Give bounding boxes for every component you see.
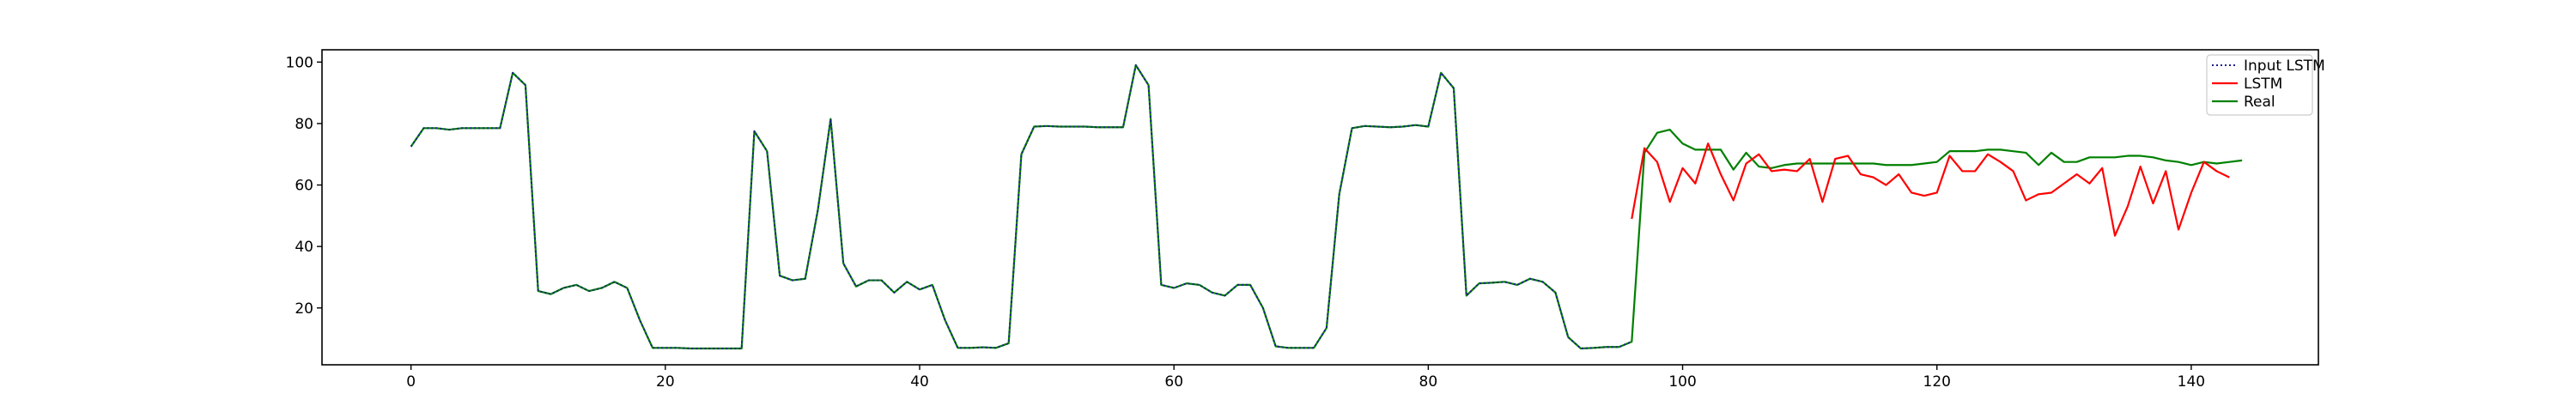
legend-box xyxy=(2206,54,2313,116)
legend-label-input-lstm: Input LSTM xyxy=(2244,58,2325,75)
y-axis: 20 40 60 80 100 xyxy=(286,54,322,318)
x-tick-label: 40 xyxy=(910,373,929,391)
series-line-lstm xyxy=(1631,142,2230,237)
x-tick-label: 120 xyxy=(1923,373,1951,391)
x-axis: 0 20 40 60 80 100 120 140 xyxy=(406,365,2205,391)
series-line-real xyxy=(410,64,2243,350)
legend-label-lstm: LSTM xyxy=(2244,76,2282,93)
y-tick-label: 60 xyxy=(295,178,313,195)
legend-label-real: Real xyxy=(2244,94,2275,111)
y-tick-label: 20 xyxy=(295,300,313,318)
plot-frame xyxy=(321,49,2319,366)
x-tick-label: 60 xyxy=(1164,373,1183,391)
x-tick-label: 0 xyxy=(406,373,416,391)
y-tick-label: 80 xyxy=(295,116,313,133)
x-tick-label: 140 xyxy=(2178,373,2205,391)
x-tick-label: 20 xyxy=(656,373,675,391)
y-tick-label: 40 xyxy=(295,239,313,256)
y-tick-label: 100 xyxy=(286,54,313,71)
x-tick-label: 100 xyxy=(1668,373,1696,391)
series-layer xyxy=(410,64,2243,350)
x-tick-label: 80 xyxy=(1419,373,1438,391)
